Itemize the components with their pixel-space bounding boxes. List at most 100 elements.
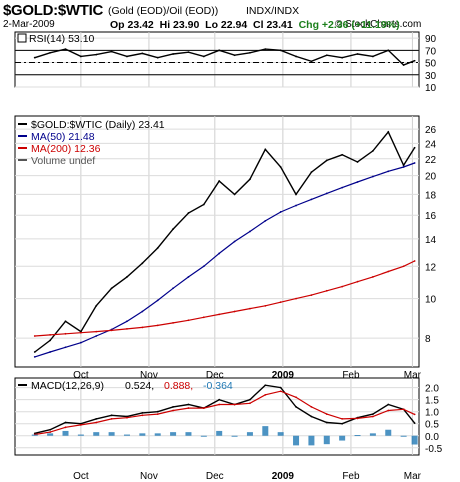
price-tick-label: 16 xyxy=(425,211,437,222)
rsi-tick-label: 70 xyxy=(425,46,437,57)
macd-histogram-bar xyxy=(62,430,69,436)
price-data-point xyxy=(413,146,416,149)
rsi-data-point xyxy=(126,55,128,58)
rsi-data-point xyxy=(49,51,52,54)
price-data-point xyxy=(413,162,416,164)
chart-title: $GOLD:$WTIC xyxy=(3,2,104,19)
rsi-data-point xyxy=(249,51,251,54)
price-data-point xyxy=(310,171,313,174)
macd-panel: -0.50.00.51.01.52.0 MACD(12,26,9) 0.524, 0.… xyxy=(14,377,443,456)
macd-data-point xyxy=(356,417,359,420)
price-data-point xyxy=(126,276,128,278)
rsi-data-point xyxy=(325,54,328,57)
macd-data-point xyxy=(79,424,82,426)
chart-description: (Gold (EOD)/Oil (EOD)) xyxy=(108,5,219,17)
macd-data-point xyxy=(387,403,390,406)
price-legend-label: Volume undef xyxy=(31,155,95,167)
macd-frame xyxy=(14,377,420,456)
rsi-data-point xyxy=(356,53,359,55)
rsi-tick-label: 10 xyxy=(425,83,437,94)
x-axis-label: Feb xyxy=(342,370,360,381)
rsi-tick-label: 50 xyxy=(425,59,437,70)
high-value: Hi 23.90 xyxy=(159,19,200,31)
rsi-data-point xyxy=(279,49,282,52)
price-data-point xyxy=(279,166,282,168)
macd-data-point xyxy=(172,405,174,408)
macd-data-point xyxy=(295,405,297,408)
price-data-point xyxy=(413,260,416,262)
macd-histogram-bar xyxy=(385,429,392,436)
price-panel: 8 10 12 14 16 18 20 22 24 26 $GOLD:$WTIC (Daily) 2… xyxy=(14,115,437,368)
price-data-point xyxy=(356,161,359,163)
price-data-point xyxy=(264,304,267,307)
macd-histogram-bar xyxy=(108,432,115,436)
x-axis-label: Feb xyxy=(342,471,360,482)
price-legend-label: MA(200) 12.36 xyxy=(31,143,101,155)
macd-histogram-bar xyxy=(323,435,330,445)
macd-histogram-bar xyxy=(93,432,100,436)
price-tick-label: 22 xyxy=(425,155,437,166)
macd-histogram-bar xyxy=(216,430,223,436)
price-legend-label: MA(50) 21.48 xyxy=(31,131,95,143)
price-tick-label: 18 xyxy=(425,190,437,201)
price-data-point xyxy=(249,307,251,310)
price-data-point xyxy=(218,180,221,182)
price-data-point xyxy=(279,301,282,304)
macd-data-point xyxy=(341,422,344,425)
macd-data-point xyxy=(325,413,328,415)
price-data-point xyxy=(249,230,251,233)
price-data-point xyxy=(172,228,174,230)
macd-data-point xyxy=(249,402,251,405)
macd-tick-label: 1.0 xyxy=(425,408,439,419)
rsi-tick-label: 30 xyxy=(425,71,437,82)
price-tick-label: 20 xyxy=(425,172,437,183)
macd-histogram-bar xyxy=(200,435,207,437)
price-tick-label: 8 xyxy=(425,334,431,345)
price-data-point xyxy=(156,324,159,327)
price-data-point xyxy=(310,294,313,296)
price-data-point xyxy=(49,351,52,353)
macd-data-point xyxy=(387,409,390,412)
price-data-point xyxy=(402,166,405,168)
rsi-frame xyxy=(14,31,420,88)
price-data-point xyxy=(141,262,144,265)
price-tick-label: 12 xyxy=(425,262,437,273)
price-data-point xyxy=(371,276,374,278)
x-axis-label: 2009 xyxy=(272,370,295,381)
macd-legend-label: 0.524, xyxy=(125,380,154,392)
rsi-data-point xyxy=(64,48,67,51)
price-data-point xyxy=(187,276,190,278)
macd-histogram-bar xyxy=(411,435,418,445)
macd-data-point xyxy=(64,426,67,429)
price-data-point xyxy=(279,211,282,213)
macd-histogram-bar xyxy=(277,432,284,436)
macd-histogram-bar xyxy=(47,433,54,436)
macd-histogram-bar xyxy=(354,435,361,437)
price-data-point xyxy=(233,240,236,243)
macd-data-point xyxy=(156,410,159,413)
rsi-data-point xyxy=(310,60,313,63)
price-data-point xyxy=(202,265,205,268)
macd-histogram-bar xyxy=(31,434,38,436)
price-legend-label: $GOLD:$WTIC (Daily) 23.41 xyxy=(31,119,165,131)
macd-histogram-bar xyxy=(400,435,407,437)
macd-data-point xyxy=(295,396,297,399)
macd-data-point xyxy=(310,405,313,408)
rsi-data-point xyxy=(387,49,390,52)
price-data-point xyxy=(218,252,221,255)
rsi-data-point xyxy=(33,56,36,59)
price-data-point xyxy=(110,329,113,332)
macd-data-point xyxy=(95,421,98,424)
rsi-data-point xyxy=(95,53,98,56)
price-data-point xyxy=(64,346,67,349)
macd-tick-label: 2.0 xyxy=(425,384,439,395)
macd-data-point xyxy=(413,422,416,425)
price-tick-label: 10 xyxy=(425,295,437,306)
price-data-point xyxy=(341,153,344,156)
watermark: © StockCharts.com xyxy=(335,19,422,30)
rsi-data-point xyxy=(218,49,221,52)
x-axis-label: Mar xyxy=(404,370,422,381)
macd-data-point xyxy=(49,428,52,431)
macd-data-point xyxy=(126,416,128,419)
